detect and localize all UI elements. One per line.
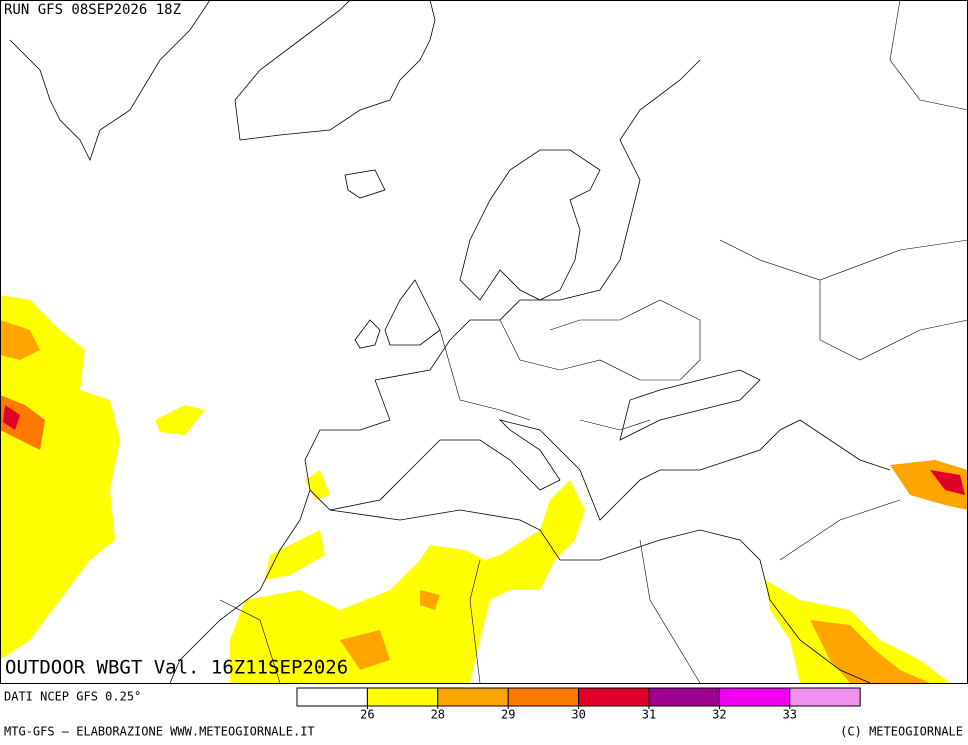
copyright-label: (C) METEOGIORNALE: [840, 725, 963, 739]
field: [0, 295, 968, 683]
map-title: OUTDOOR WBGT Val. 16Z11SEP2026: [5, 657, 348, 679]
color-box: [296, 687, 368, 707]
color-box: [789, 687, 861, 707]
tick-label: 31: [642, 708, 656, 722]
tick-label: 33: [783, 708, 797, 722]
tick-label: 26: [360, 708, 374, 722]
tick-label: 28: [431, 708, 445, 722]
tick-label: 29: [501, 708, 515, 722]
run-label: RUN GFS 08SEP2026 18Z: [4, 2, 181, 18]
color-box: [437, 687, 509, 707]
source-label: DATI NCEP GFS 0.25°: [4, 690, 141, 704]
coastlines: [9, 0, 891, 684]
color-box: [578, 687, 650, 707]
colorbar: 26 28 29 30 31 32 33: [296, 687, 861, 722]
color-box: [648, 687, 720, 707]
tick-label: 30: [571, 708, 585, 722]
tick-label: 32: [712, 708, 726, 722]
color-box: [507, 687, 580, 707]
color-box: [718, 687, 791, 707]
color-box: [366, 687, 439, 707]
credit-label: MTG-GFS — ELABORAZIONE WWW.METEOGIORNALE…: [4, 725, 315, 739]
borders: [219, 0, 968, 684]
